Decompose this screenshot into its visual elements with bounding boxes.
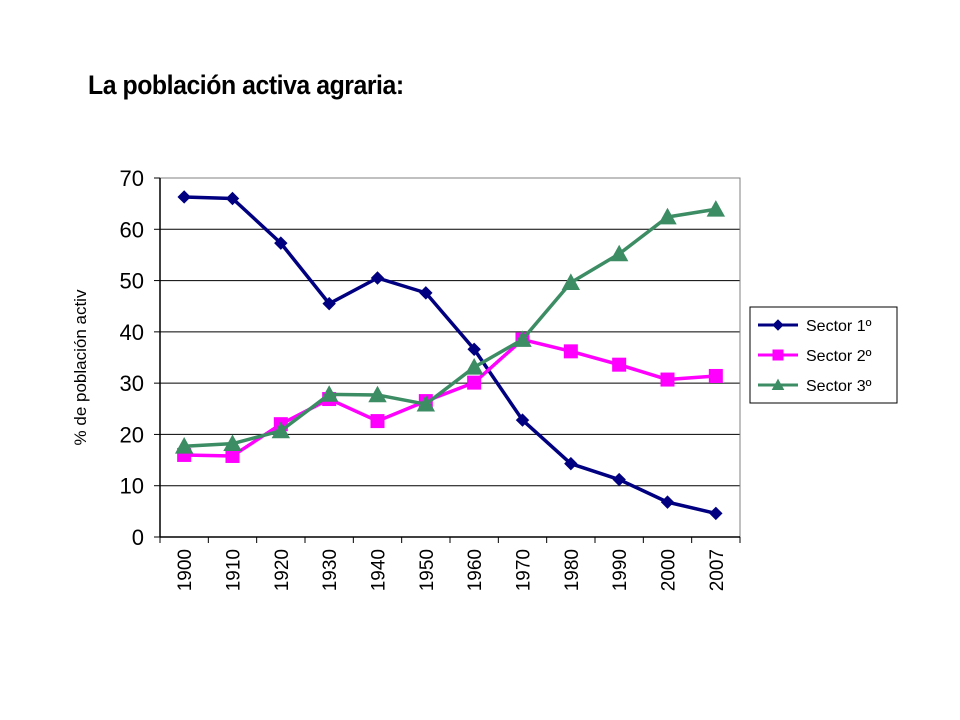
data-point: [223, 434, 242, 452]
x-tick-label: 1970: [514, 549, 535, 591]
series-line: [184, 337, 716, 458]
data-point: [563, 344, 578, 359]
data-point: [174, 437, 194, 454]
data-point: [464, 358, 484, 375]
x-tick-label: 1920: [272, 549, 293, 591]
data-point: [771, 378, 785, 391]
y-tick-label: 40: [120, 320, 144, 345]
slide-title: La población activa agraria:: [88, 70, 404, 100]
data-point: [368, 385, 387, 403]
y-tick-label: 50: [120, 269, 144, 294]
series-triangle: [174, 200, 726, 454]
data-point: [225, 448, 240, 463]
x-tick-label: 1910: [224, 549, 245, 591]
x-tick-label: 1960: [465, 549, 486, 591]
data-point: [177, 190, 191, 204]
series-line: [184, 207, 717, 448]
data-point: [271, 421, 291, 439]
series-diamond: [177, 190, 723, 521]
data-point: [416, 394, 436, 412]
data-point: [561, 273, 581, 290]
data-point: [225, 191, 240, 206]
data-point: [370, 414, 385, 429]
legend-item: Sector 3º: [758, 378, 872, 395]
data-point: [612, 357, 627, 372]
data-point: [708, 368, 723, 383]
data-point: [515, 413, 530, 427]
legend-item: Sector 1º: [758, 318, 872, 335]
y-tick-label: 0: [132, 525, 144, 550]
data-point: [772, 349, 784, 361]
data-point: [467, 342, 481, 357]
y-axis-label: % de población activ: [71, 289, 90, 445]
y-tick-label: 20: [120, 422, 144, 447]
data-point: [322, 296, 336, 311]
data-point: [513, 330, 532, 347]
series-line: [184, 195, 717, 516]
data-point: [319, 385, 339, 402]
x-tick-label: 2000: [659, 549, 680, 591]
legend: Sector 1º Sector 2º Sector 3º: [749, 306, 898, 404]
x-tick-label: 1950: [417, 549, 438, 591]
legend-label: Sector 1º: [806, 318, 872, 335]
data-point: [419, 286, 433, 300]
data-point: [274, 236, 288, 250]
y-tick-label: 30: [120, 371, 144, 396]
y-tick-label: 70: [120, 166, 144, 191]
plot-area: [159, 177, 741, 538]
data-point: [564, 456, 578, 471]
y-tick-label: 10: [120, 474, 144, 499]
data-point: [467, 375, 482, 390]
data-point: [772, 319, 784, 331]
data-point: [709, 506, 723, 521]
data-point: [658, 207, 677, 225]
y-tick-label: 60: [120, 217, 144, 242]
x-tick-label: 1940: [369, 549, 390, 591]
data-point: [660, 495, 675, 509]
data-point: [370, 271, 385, 285]
x-tick-label: 1900: [175, 549, 196, 591]
x-tick-label: 2007: [707, 549, 728, 591]
x-tick-label: 1930: [320, 549, 341, 591]
legend-label: Sector 3º: [806, 378, 872, 395]
data-point: [706, 200, 726, 217]
data-point: [660, 372, 675, 387]
legend-item: Sector 2º: [758, 348, 872, 365]
axis-ticks: 0 10 20 30 40 50 60 70 1900 1910 1920 1930 1940 1950 1…: [120, 166, 741, 591]
data-point: [609, 244, 629, 262]
data-point: [612, 472, 626, 487]
x-tick-label: 1990: [610, 549, 631, 591]
series: [174, 190, 726, 521]
x-tick-label: 1980: [562, 549, 583, 591]
series-square: [177, 332, 723, 463]
legend-label: Sector 2º: [806, 348, 872, 365]
